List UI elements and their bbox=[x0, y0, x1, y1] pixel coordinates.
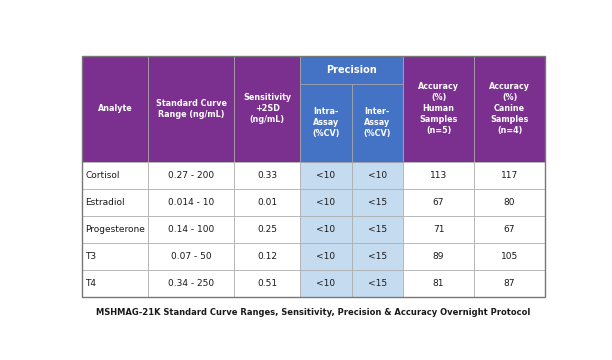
Bar bbox=[300, 56, 352, 162]
Bar bbox=[82, 216, 148, 243]
Text: Cortisol: Cortisol bbox=[86, 171, 120, 180]
Text: 71: 71 bbox=[433, 225, 444, 234]
Text: Precision: Precision bbox=[326, 65, 377, 75]
Bar bbox=[234, 243, 300, 270]
Text: <10: <10 bbox=[316, 252, 335, 261]
Bar bbox=[352, 84, 403, 162]
Text: 87: 87 bbox=[504, 279, 515, 288]
Text: 67: 67 bbox=[504, 225, 515, 234]
Text: 0.34 - 250: 0.34 - 250 bbox=[168, 279, 214, 288]
Text: Inter-
Assay
(%CV): Inter- Assay (%CV) bbox=[364, 107, 391, 138]
Bar bbox=[403, 189, 474, 216]
Bar bbox=[403, 56, 474, 162]
Bar bbox=[352, 56, 403, 162]
Text: <15: <15 bbox=[368, 279, 387, 288]
Bar bbox=[403, 162, 474, 189]
Text: T4: T4 bbox=[86, 279, 97, 288]
Text: 89: 89 bbox=[433, 252, 444, 261]
Text: T3: T3 bbox=[86, 252, 97, 261]
Text: Standard Curve
Range (ng/mL): Standard Curve Range (ng/mL) bbox=[155, 99, 226, 119]
Text: Progesterone: Progesterone bbox=[86, 225, 146, 234]
Text: Accuracy
(%)
Human
Samples
(n=5): Accuracy (%) Human Samples (n=5) bbox=[418, 82, 459, 135]
Bar bbox=[352, 216, 403, 243]
Bar bbox=[300, 243, 352, 270]
Text: 113: 113 bbox=[430, 171, 447, 180]
Bar bbox=[234, 189, 300, 216]
Bar bbox=[148, 162, 234, 189]
Text: 0.12: 0.12 bbox=[257, 252, 277, 261]
Bar bbox=[474, 162, 545, 189]
Bar bbox=[300, 216, 352, 243]
Bar bbox=[234, 270, 300, 297]
Text: MSHMAG-21K Standard Curve Ranges, Sensitivity, Precision & Accuracy Overnight Pr: MSHMAG-21K Standard Curve Ranges, Sensit… bbox=[97, 307, 531, 316]
Text: 67: 67 bbox=[433, 198, 444, 207]
Text: Estradiol: Estradiol bbox=[86, 198, 125, 207]
Bar bbox=[403, 243, 474, 270]
Bar bbox=[82, 243, 148, 270]
Bar bbox=[474, 216, 545, 243]
Bar bbox=[148, 216, 234, 243]
Bar bbox=[82, 162, 148, 189]
Text: <10: <10 bbox=[316, 279, 335, 288]
Text: 105: 105 bbox=[501, 252, 518, 261]
Bar bbox=[234, 162, 300, 189]
Text: 0.14 - 100: 0.14 - 100 bbox=[168, 225, 214, 234]
Text: 80: 80 bbox=[504, 198, 515, 207]
Bar bbox=[234, 216, 300, 243]
Bar bbox=[300, 162, 352, 189]
Text: 81: 81 bbox=[433, 279, 444, 288]
Text: 0.01: 0.01 bbox=[257, 198, 277, 207]
Bar bbox=[474, 56, 545, 162]
Bar bbox=[403, 270, 474, 297]
Text: <10: <10 bbox=[316, 198, 335, 207]
Bar bbox=[300, 56, 403, 84]
Text: 0.07 - 50: 0.07 - 50 bbox=[171, 252, 212, 261]
Text: 0.014 - 10: 0.014 - 10 bbox=[168, 198, 214, 207]
Bar bbox=[82, 56, 545, 297]
Bar bbox=[300, 270, 352, 297]
Text: Sensitivity
+2SD
(ng/mL): Sensitivity +2SD (ng/mL) bbox=[243, 93, 291, 124]
Bar bbox=[82, 270, 148, 297]
Text: <15: <15 bbox=[368, 198, 387, 207]
Bar bbox=[148, 243, 234, 270]
Bar bbox=[474, 243, 545, 270]
Text: <10: <10 bbox=[316, 225, 335, 234]
Text: 0.27 - 200: 0.27 - 200 bbox=[168, 171, 214, 180]
Bar bbox=[148, 56, 234, 162]
Bar bbox=[234, 56, 300, 162]
Bar bbox=[403, 216, 474, 243]
Bar bbox=[474, 189, 545, 216]
Text: 0.33: 0.33 bbox=[257, 171, 277, 180]
Bar bbox=[300, 84, 352, 162]
Text: <15: <15 bbox=[368, 225, 387, 234]
Bar bbox=[352, 189, 403, 216]
Text: 0.25: 0.25 bbox=[257, 225, 277, 234]
Bar bbox=[148, 270, 234, 297]
Bar bbox=[82, 189, 148, 216]
Text: Intra-
Assay
(%CV): Intra- Assay (%CV) bbox=[312, 107, 340, 138]
Bar bbox=[148, 189, 234, 216]
Text: <15: <15 bbox=[368, 252, 387, 261]
Text: <10: <10 bbox=[368, 171, 387, 180]
Bar bbox=[474, 270, 545, 297]
Text: Accuracy
(%)
Canine
Samples
(n=4): Accuracy (%) Canine Samples (n=4) bbox=[489, 82, 530, 135]
Bar bbox=[82, 56, 148, 162]
Bar bbox=[300, 189, 352, 216]
Bar bbox=[352, 162, 403, 189]
Bar bbox=[352, 270, 403, 297]
Text: <10: <10 bbox=[316, 171, 335, 180]
Bar bbox=[352, 243, 403, 270]
Text: 0.51: 0.51 bbox=[257, 279, 277, 288]
Text: 117: 117 bbox=[501, 171, 518, 180]
Text: Analyte: Analyte bbox=[98, 104, 133, 113]
